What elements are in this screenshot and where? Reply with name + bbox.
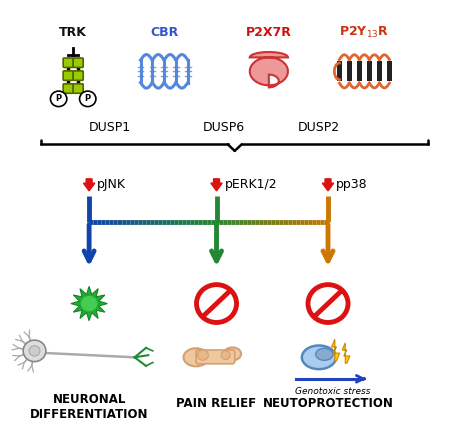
Text: pJNK: pJNK [97,177,126,190]
FancyBboxPatch shape [387,61,392,82]
Circle shape [197,284,237,323]
Text: pERK1/2: pERK1/2 [225,177,277,190]
Circle shape [50,91,67,107]
Text: NEUTOPROTECTION: NEUTOPROTECTION [263,397,393,410]
Text: pp38: pp38 [336,177,368,190]
FancyBboxPatch shape [367,61,372,82]
FancyArrow shape [83,179,95,191]
Text: DUSP2: DUSP2 [298,121,340,134]
FancyBboxPatch shape [196,350,235,364]
Text: P: P [85,95,91,103]
Ellipse shape [183,348,209,366]
Text: TRK: TRK [59,26,87,39]
Circle shape [23,340,46,362]
FancyArrow shape [211,179,222,191]
FancyBboxPatch shape [357,61,362,82]
FancyBboxPatch shape [73,58,83,68]
Circle shape [308,284,348,323]
FancyArrow shape [322,179,334,191]
FancyBboxPatch shape [73,71,83,80]
Ellipse shape [316,348,333,360]
Text: Genotoxic stress: Genotoxic stress [295,387,370,396]
Text: DUSP1: DUSP1 [89,121,131,134]
Polygon shape [342,343,350,363]
Text: NEURONAL
DIFFERENTIATION: NEURONAL DIFFERENTIATION [30,393,148,421]
FancyBboxPatch shape [63,58,73,68]
Text: P: P [55,95,62,103]
Circle shape [81,296,98,312]
Text: P2Y$_{13}$R: P2Y$_{13}$R [339,25,389,40]
Polygon shape [250,52,288,87]
Polygon shape [71,286,107,321]
FancyBboxPatch shape [63,71,73,80]
Ellipse shape [224,348,241,360]
Polygon shape [331,339,340,361]
Circle shape [197,350,209,360]
FancyBboxPatch shape [73,84,83,93]
FancyBboxPatch shape [63,84,73,93]
Circle shape [29,346,40,356]
FancyBboxPatch shape [377,61,382,82]
Ellipse shape [302,345,336,369]
Text: P2X7R: P2X7R [246,26,292,39]
FancyBboxPatch shape [337,61,342,82]
Text: CBR: CBR [150,26,178,39]
Circle shape [80,91,96,107]
Text: PAIN RELIEF: PAIN RELIEF [176,397,256,410]
FancyBboxPatch shape [347,61,352,82]
Circle shape [221,351,230,359]
Text: DUSP6: DUSP6 [202,121,245,134]
